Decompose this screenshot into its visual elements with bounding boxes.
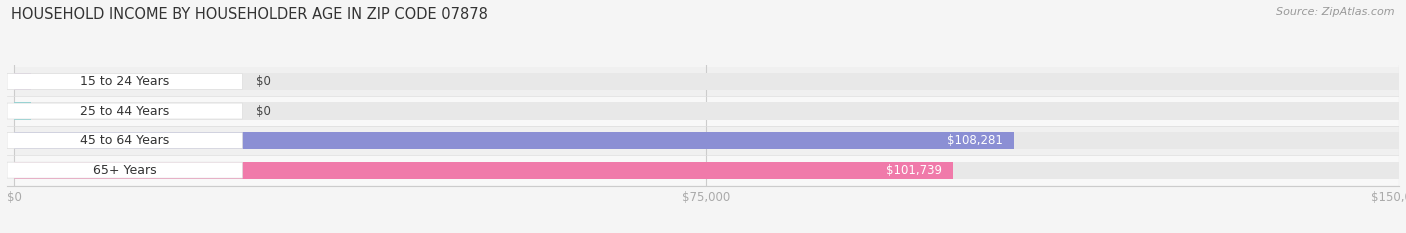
- Text: $0: $0: [256, 105, 271, 117]
- Bar: [14, 103, 31, 120]
- FancyBboxPatch shape: [7, 74, 242, 89]
- Text: 65+ Years: 65+ Years: [93, 164, 156, 177]
- FancyBboxPatch shape: [7, 133, 242, 149]
- Bar: [14, 161, 953, 179]
- Bar: [14, 155, 1399, 185]
- Bar: [14, 96, 1399, 126]
- Bar: [14, 73, 31, 90]
- Bar: [14, 161, 1399, 179]
- Bar: [14, 126, 1399, 155]
- Text: 25 to 44 Years: 25 to 44 Years: [80, 105, 169, 117]
- Text: Source: ZipAtlas.com: Source: ZipAtlas.com: [1277, 7, 1395, 17]
- FancyBboxPatch shape: [7, 103, 242, 119]
- Bar: [14, 132, 1399, 149]
- Bar: [14, 67, 1399, 96]
- Text: 15 to 24 Years: 15 to 24 Years: [80, 75, 169, 88]
- Text: $101,739: $101,739: [886, 164, 942, 177]
- Text: 45 to 64 Years: 45 to 64 Years: [80, 134, 169, 147]
- FancyBboxPatch shape: [7, 162, 242, 178]
- Bar: [14, 103, 1399, 120]
- Text: $0: $0: [256, 75, 271, 88]
- Bar: [14, 73, 1399, 90]
- Bar: [14, 132, 1014, 149]
- Text: $108,281: $108,281: [946, 134, 1002, 147]
- Text: HOUSEHOLD INCOME BY HOUSEHOLDER AGE IN ZIP CODE 07878: HOUSEHOLD INCOME BY HOUSEHOLDER AGE IN Z…: [11, 7, 488, 22]
